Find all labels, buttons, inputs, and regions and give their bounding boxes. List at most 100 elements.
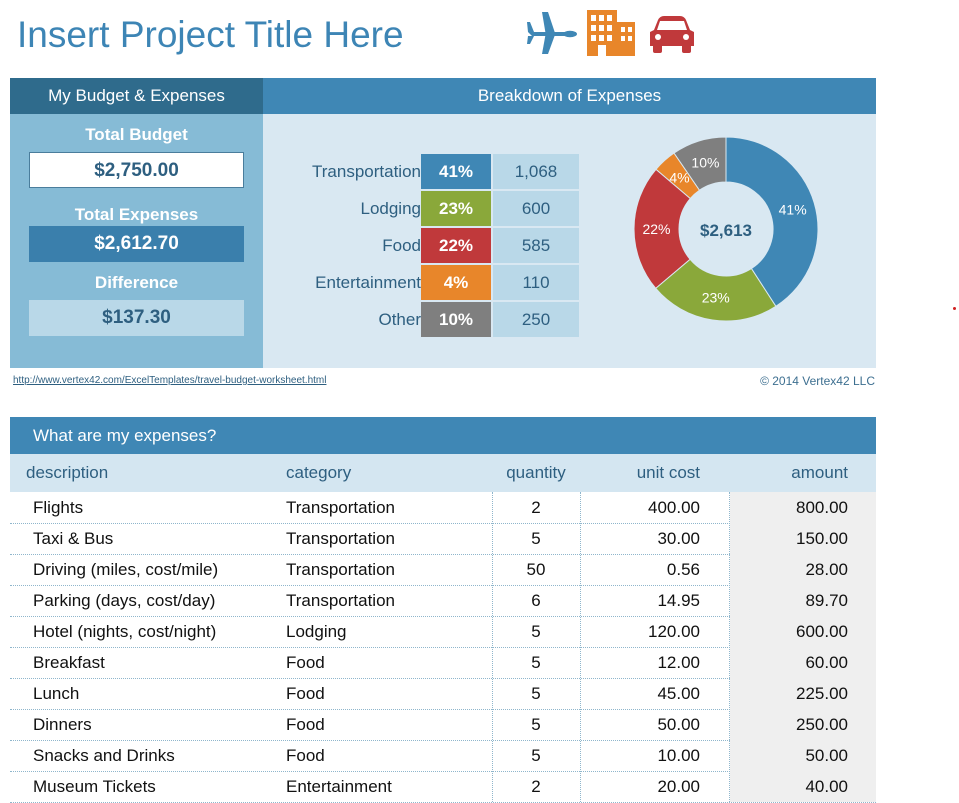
breakdown-amount: 600 <box>493 191 579 226</box>
cell-category[interactable]: Entertainment <box>286 777 392 796</box>
cell-unit-cost[interactable]: 12.00 <box>657 653 700 672</box>
donut-label-other: 10% <box>691 155 719 171</box>
breakdown-amount: 1,068 <box>493 154 579 189</box>
cell-amount[interactable]: 60.00 <box>805 653 848 672</box>
breakdown-category: Transportation <box>312 162 421 181</box>
table-row[interactable]: Lunch Food 5 45.00 225.00 <box>10 678 876 710</box>
donut-slice-transportation <box>725 136 819 307</box>
budget-header: My Budget & Expenses <box>10 78 263 114</box>
breakdown-amount: 250 <box>493 302 579 337</box>
table-row[interactable]: Snacks and Drinks Food 5 10.00 50.00 <box>10 740 876 772</box>
cell-quantity[interactable]: 5 <box>531 715 541 734</box>
cell-amount[interactable]: 250.00 <box>796 715 848 734</box>
column-header-description: description <box>26 463 109 482</box>
cell-description[interactable]: Breakfast <box>33 653 105 672</box>
donut-slice-lodging <box>655 258 777 322</box>
amount-cell-bg <box>730 616 876 647</box>
amount-cell-bg <box>730 492 876 523</box>
total-expenses-value: $2,612.70 <box>29 226 244 262</box>
cell-description[interactable]: Hotel (nights, cost/night) <box>33 622 217 641</box>
total-budget-label: Total Budget <box>85 125 188 144</box>
cell-description[interactable]: Lunch <box>33 684 80 703</box>
amount-cell-bg <box>730 647 876 678</box>
cell-quantity[interactable]: 5 <box>531 746 541 765</box>
amount-cell-bg <box>730 771 876 802</box>
table-row[interactable]: Breakfast Food 5 12.00 60.00 <box>10 647 876 679</box>
breakdown-row: Entertainment 4% 110 <box>263 265 583 300</box>
cell-amount[interactable]: 28.00 <box>805 560 848 579</box>
cell-description[interactable]: Driving (miles, cost/mile) <box>33 560 219 579</box>
cell-unit-cost[interactable]: 50.00 <box>657 715 700 734</box>
cell-quantity[interactable]: 5 <box>531 529 541 548</box>
cell-category[interactable]: Transportation <box>286 498 395 517</box>
cell-unit-cost[interactable]: 10.00 <box>657 746 700 765</box>
breakdown-amount: 585 <box>493 228 579 263</box>
cell-category[interactable]: Transportation <box>286 529 395 548</box>
cell-quantity[interactable]: 2 <box>531 777 541 796</box>
table-row[interactable]: Museum Tickets Entertainment 2 20.00 40.00 <box>10 771 876 803</box>
breakdown-percent: 10% <box>421 302 491 337</box>
difference-value: $137.30 <box>29 300 244 336</box>
header-icons <box>526 8 698 60</box>
cell-description[interactable]: Snacks and Drinks <box>33 746 175 765</box>
cell-description[interactable]: Museum Tickets <box>33 777 156 796</box>
amount-cell-bg <box>730 740 876 771</box>
cell-quantity[interactable]: 5 <box>531 684 541 703</box>
amount-cell-bg <box>730 523 876 554</box>
table-row[interactable]: Taxi & Bus Transportation 5 30.00 150.00 <box>10 523 876 555</box>
page-title: Insert Project Title Here <box>17 14 404 55</box>
stray-dot <box>953 307 956 310</box>
summary-panel: My Budget & Expenses Total Budget $2,750… <box>10 78 876 368</box>
airplane-icon <box>527 12 577 54</box>
cell-amount[interactable]: 600.00 <box>796 622 848 641</box>
cell-amount[interactable]: 50.00 <box>805 746 848 765</box>
cell-amount[interactable]: 40.00 <box>805 777 848 796</box>
cell-quantity[interactable]: 6 <box>531 591 541 610</box>
cell-amount[interactable]: 150.00 <box>796 529 848 548</box>
table-row[interactable]: Parking (days, cost/day) Transportation 6 1… <box>10 585 876 617</box>
cell-unit-cost[interactable]: 30.00 <box>657 529 700 548</box>
cell-description[interactable]: Parking (days, cost/day) <box>33 591 216 610</box>
cell-category[interactable]: Food <box>286 746 325 765</box>
cell-category[interactable]: Lodging <box>286 622 347 641</box>
table-row[interactable]: Driving (miles, cost/mile) Transportation… <box>10 554 876 586</box>
donut-slice-food <box>633 168 691 290</box>
cell-unit-cost[interactable]: 45.00 <box>657 684 700 703</box>
cell-unit-cost[interactable]: 400.00 <box>648 498 700 517</box>
cell-unit-cost[interactable]: 120.00 <box>648 622 700 641</box>
breakdown-row: Transportation 41% 1,068 <box>263 154 583 189</box>
copyright-text: © 2014 Vertex42 LLC <box>760 374 875 388</box>
cell-quantity[interactable]: 50 <box>526 560 546 579</box>
cell-amount[interactable]: 89.70 <box>805 591 848 610</box>
table-row[interactable]: Hotel (nights, cost/night) Lodging 5 120.00… <box>10 616 876 648</box>
cell-category[interactable]: Food <box>286 715 325 734</box>
cell-description[interactable]: Flights <box>33 498 84 517</box>
cell-unit-cost[interactable]: 20.00 <box>657 777 700 796</box>
cell-quantity[interactable]: 5 <box>531 622 541 641</box>
cell-category[interactable]: Food <box>286 653 325 672</box>
cell-unit-cost[interactable]: 14.95 <box>657 591 700 610</box>
column-header-category: category <box>286 463 352 482</box>
column-divider <box>492 492 493 802</box>
table-row[interactable]: Flights Transportation 2 400.00 800.00 <box>10 492 876 524</box>
cell-unit-cost[interactable]: 0.56 <box>666 560 700 579</box>
cell-category[interactable]: Transportation <box>286 560 395 579</box>
table-row[interactable]: Dinners Food 5 50.00 250.00 <box>10 709 876 741</box>
difference-label: Difference <box>94 273 179 292</box>
template-link[interactable]: http://www.vertex42.com/ExcelTemplates/t… <box>13 375 327 386</box>
cell-quantity[interactable]: 2 <box>531 498 541 517</box>
car-icon <box>650 16 694 53</box>
cell-description[interactable]: Taxi & Bus <box>33 529 114 548</box>
breakdown-amount: 110 <box>493 265 579 300</box>
breakdown-category: Other <box>378 310 421 329</box>
cell-amount[interactable]: 800.00 <box>796 498 848 517</box>
total-budget-value[interactable]: $2,750.00 <box>29 152 244 188</box>
cell-amount[interactable]: 225.00 <box>796 684 848 703</box>
amount-cell-bg <box>730 709 876 740</box>
breakdown-row: Food 22% 585 <box>263 228 583 263</box>
cell-category[interactable]: Transportation <box>286 591 395 610</box>
cell-category[interactable]: Food <box>286 684 325 703</box>
donut-slice-entertainment <box>655 152 701 200</box>
cell-quantity[interactable]: 5 <box>531 653 541 672</box>
cell-description[interactable]: Dinners <box>33 715 92 734</box>
